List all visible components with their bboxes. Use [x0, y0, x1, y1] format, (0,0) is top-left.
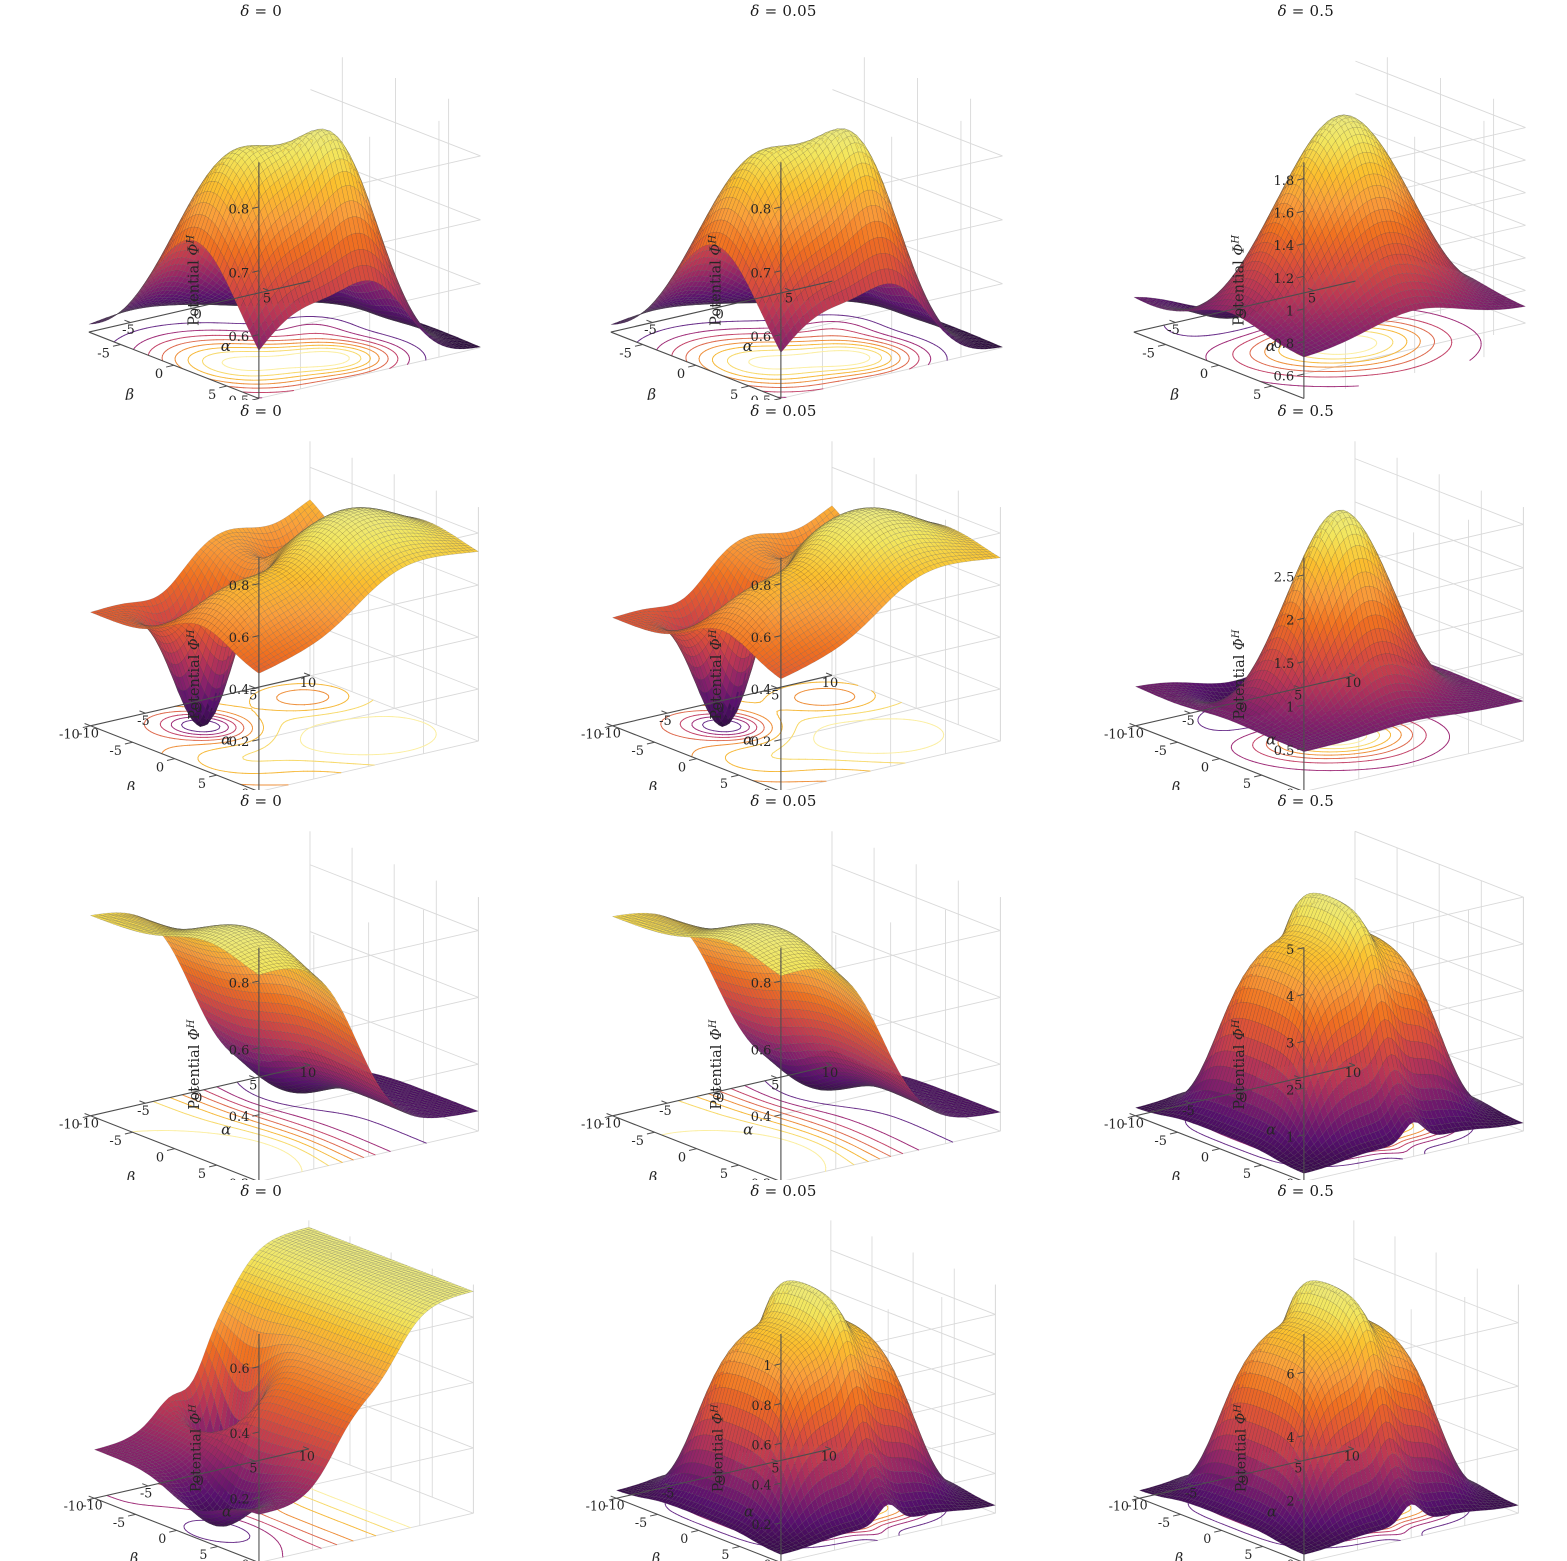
svg-text:0: 0	[194, 307, 202, 322]
surface-mesh	[612, 505, 1002, 727]
z-axis-label: Potential ΦH	[709, 629, 726, 719]
surface-plot: -10-50510-10-505100.20.40.60.8αβPotentia…	[581, 831, 1002, 1180]
subplot-title: δ = 0.5	[1045, 792, 1567, 810]
subplot-title: δ = 0	[0, 2, 522, 20]
surface-mesh	[1134, 509, 1524, 752]
subplot-title: δ = 0	[0, 792, 522, 810]
contour-lines	[113, 316, 427, 399]
surface-mesh	[94, 1227, 474, 1527]
contour-lines	[661, 1080, 954, 1172]
subplot-r4-c2: δ = 0.05 -10-50510-10-5051000.20.40.60.81…	[522, 1180, 1044, 1561]
subplot-r3-c1: δ = 0 -10-50510-10-505100.20.40.60.8αβPot…	[0, 790, 522, 1180]
svg-text:-5: -5	[122, 323, 135, 338]
surface-plot: -10-50510-10-5051000.20.40.60.8αβPotenti…	[581, 441, 1002, 790]
subplot-title: δ = 0	[0, 1182, 522, 1200]
svg-text:0.6: 0.6	[228, 330, 249, 345]
subplot-title: δ = 0	[0, 402, 522, 420]
surface-plot: -10-50510-10-5051000.20.40.6αβPotential …	[64, 1220, 474, 1561]
subplot-title: δ = 0.05	[522, 2, 1044, 20]
surface-mesh	[1138, 1280, 1519, 1555]
z-axis-label: Potential ΦH	[1232, 1404, 1249, 1493]
z-axis-label: Potential ΦH	[188, 1404, 205, 1493]
axes: -10-50510-10-5051000.20.40.6αβPotential …	[64, 1333, 315, 1561]
axes: -5 0 5 -5 0 5 0.5 0.6 0.7 0.8 α β Potential ΦH	[88, 162, 311, 400]
surface-mesh	[611, 128, 1004, 353]
axes: -10-50510-10-5051000.20.40.60.81αβPotent…	[586, 1333, 837, 1561]
axes: -10-50510-10-5051000.20.40.60.8αβPotenti…	[581, 557, 839, 790]
surface-plot: -10-50510-10-505100.20.40.60.8αβPotentia…	[59, 831, 479, 1180]
surface-mesh	[612, 913, 1002, 1118]
z-axis-label: Potential ΦH	[186, 1019, 203, 1109]
surface-plot: -10-50510-10-5051000.20.40.60.8αβPotenti…	[59, 441, 479, 790]
surface-plot: -5 0 5 -5 0 5 0.5 0.6 0.7 0.8 α β Potential ΦH	[88, 57, 481, 400]
subplot-r1-c3: δ = 0.5 -5 0 5 -5 0 5 0.6 0.8 1 1.2 1.4 1.6 1.8 α β Pote…	[1045, 0, 1567, 400]
svg-text:5: 5	[208, 388, 216, 400]
z-axis-label: Potential ΦH	[1231, 1019, 1248, 1109]
svg-text:β: β	[124, 385, 134, 400]
svg-text:0: 0	[155, 367, 163, 382]
z-axis-label: Potential ΦH	[186, 235, 203, 326]
axes: -10-50510-10-5051000.20.40.60.8αβPotenti…	[59, 557, 316, 790]
z-axis-label: Potential ΦH	[186, 629, 203, 719]
svg-text:0.8: 0.8	[228, 202, 249, 217]
subplot-r3-c2: δ = 0.05 -10-50510-10-505100.20.40.60.8αβ…	[522, 790, 1044, 1180]
contour-lines	[660, 681, 945, 783]
svg-text:α: α	[221, 337, 231, 355]
subplot-r2-c3: δ = 0.5 -10-50510-10-5051000.511.522.5αβP…	[1045, 400, 1567, 790]
svg-text:5: 5	[263, 291, 271, 306]
z-axis-label: Potential ΦH	[709, 1019, 726, 1109]
subplot-title: δ = 0.5	[1045, 1182, 1567, 1200]
z-axis-label: Potential ΦH	[710, 1404, 727, 1493]
axes: -10-50510-10-505100.20.40.60.8αβPotentia…	[581, 947, 839, 1180]
z-axis-label: Potential ΦH	[1231, 629, 1248, 719]
subplot-r4-c3: δ = 0.5 -10-50510-10-505100246αβPotential…	[1045, 1180, 1567, 1561]
surface-plot: -10-50510-10-5051000.20.40.60.81αβPotent…	[586, 1220, 997, 1561]
svg-text:-5: -5	[97, 346, 110, 361]
subplot-r1-c1: δ = 0 -5 0 5 -5 0 5 0.5 0.6 0.7 0.8 α β Potential ΦH	[0, 0, 522, 400]
subplot-r2-c2: δ = 0.05 -10-50510-10-5051000.20.40.60.8α…	[522, 400, 1044, 790]
subplot-title: δ = 0.5	[1045, 402, 1567, 420]
subplot-r3-c3: δ = 0.5 -10-50510-10-50510012345αβPotenti…	[1045, 790, 1567, 1180]
svg-text:0.7: 0.7	[228, 266, 249, 281]
subplot-title: δ = 0.5	[1045, 2, 1567, 20]
surface-mesh	[90, 912, 479, 1119]
surface-mesh	[90, 499, 479, 727]
surface-mesh	[1134, 892, 1524, 1174]
z-axis-label: Potential ΦH	[708, 235, 725, 326]
subplot-title: δ = 0.05	[522, 402, 1044, 420]
subplot-title: δ = 0.05	[522, 792, 1044, 810]
z-axis-label: Potential ΦH	[1230, 235, 1247, 326]
svg-text:0.5: 0.5	[228, 394, 249, 400]
subplot-r4-c1: δ = 0 -10-50510-10-5051000.20.40.6αβPoten…	[0, 1180, 522, 1561]
surface-plot: -10-50510-10-5051000.511.522.5αβPotentia…	[1104, 441, 1524, 790]
surface-mesh	[1133, 114, 1526, 358]
subplot-r1-c2: δ = 0.05 -505-5050.50.60.70.8αβPotential …	[522, 0, 1044, 400]
axes: -10-50510-10-5051000.511.522.5αβPotentia…	[1104, 557, 1361, 790]
subplot-r2-c1: δ = 0 -10-50510-10-5051000.20.40.60.8αβPo…	[0, 400, 522, 790]
surface-mesh	[616, 1280, 997, 1555]
axes: -10-50510-10-505100.20.40.60.8αβPotentia…	[59, 947, 316, 1180]
contour-lines	[131, 1081, 427, 1173]
subplot-title: δ = 0.05	[522, 1182, 1044, 1200]
surface-mesh	[88, 128, 481, 351]
